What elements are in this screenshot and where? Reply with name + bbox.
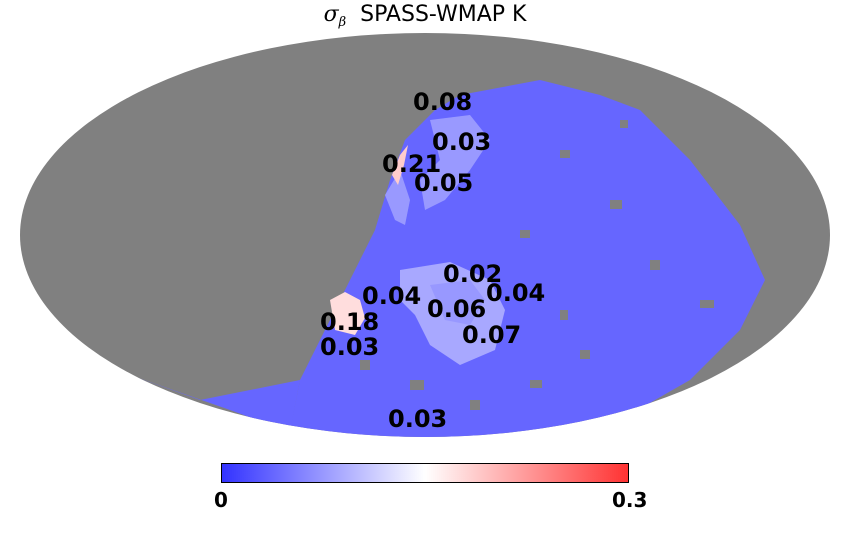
region-label: 0.03 [388,405,447,433]
title-text: SPASS-WMAP K [360,2,527,27]
title-subscript: β [338,15,347,30]
region-label: 0.05 [414,169,473,197]
region-label: 0.21 [382,150,441,178]
region-label: 0.18 [320,308,379,336]
region-label: 0.08 [413,88,472,116]
title-symbol: σ [323,2,339,27]
observed-region-southwest [130,375,300,432]
patch-north-west [385,170,410,225]
region-label: 0.03 [320,333,379,361]
region-label: 0.06 [427,295,486,323]
patch-high-south [330,292,365,335]
colorbar [221,463,629,483]
region-label: 0.03 [432,128,491,156]
region-label: 0.04 [486,279,545,307]
colorbar-max-label: 0.3 [612,488,648,512]
patch-center-inner [430,280,485,325]
patch-north [420,115,490,210]
map-title: σβ SPASS-WMAP K [0,0,850,33]
region-label: 0.02 [443,260,502,288]
colorbar-min-label: 0 [214,488,228,512]
region-label: 0.07 [462,321,521,349]
observed-region [290,80,765,437]
patch-high-north [392,145,408,185]
region-label: 0.04 [362,282,421,310]
mask-speckles [360,120,714,410]
